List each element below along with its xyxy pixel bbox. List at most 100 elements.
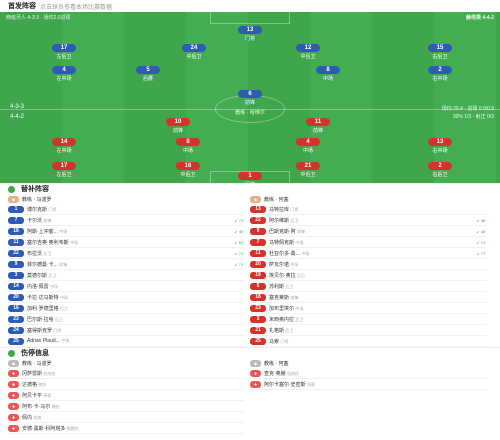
injury-item[interactable]: ✚ 佩内 伤病 <box>8 412 244 423</box>
list-item[interactable]: 3 莫德尔斯 后卫 <box>8 270 244 281</box>
player-position: 中场 <box>70 239 79 245</box>
player-name-text: 阿斯·上冲客... <box>27 228 58 235</box>
list-item[interactable]: 25 马索 门将 <box>250 336 486 347</box>
home-team-info: 西班牙人 4-3-3 · 场均2.0进球 <box>6 15 71 21</box>
player-name: 阿贝卡平 停赛 <box>22 392 244 399</box>
pitch.red-player[interactable]: 21 中后卫 <box>280 162 336 178</box>
injury-item[interactable]: ✚ 阿贝卡平 停赛 <box>8 390 244 401</box>
player-position: 前锋 <box>290 294 299 300</box>
bench-right-coach-name: 教练 · 何塞 <box>264 196 289 203</box>
list-item[interactable]: 7 卡尔沃 前锋 ↙ 71' <box>8 215 244 226</box>
injury-section-header: 伤停信息 <box>0 347 500 358</box>
shirt-number: 16 <box>8 304 24 312</box>
pitch.blue-player[interactable]: 15 右后卫 <box>412 44 468 60</box>
bench-section-header: 替补阵容 <box>0 183 500 194</box>
shirt-number: 8 <box>316 66 340 74</box>
list-item[interactable]: 23 巴尔斯·拉哈 后卫 <box>8 314 244 325</box>
player-name-text: 查克·奥赫 <box>264 370 286 377</box>
pitch.blue-player[interactable]: 5 后腰 <box>120 66 176 82</box>
list-item[interactable]: 3 米西奥内拉 后卫 <box>250 314 486 325</box>
injury-reason: 肌肉伤 <box>287 370 300 376</box>
player-position: 后卫 <box>295 316 304 322</box>
list-item[interactable]: 13 马特拉库 门将 <box>250 204 486 215</box>
bench-left: ◆ 教练 · 马诺罗 1 博尔克斯 门将 7 卡尔沃 前锋 ↙ 71' 18 阿斯·上冲客.… <box>8 194 250 347</box>
pitch-team-bar: 西班牙人 4-3-3 · 场均2.0进球 赫塔费 4-4-2 <box>0 14 500 21</box>
shirt-number: 1 <box>238 172 262 180</box>
pitch.red-player[interactable]: 11 前锋 <box>290 118 346 134</box>
list-item[interactable]: 18 塞克莱斯 前锋 <box>250 292 486 303</box>
pitch.red-player[interactable]: 8 中场 <box>160 138 216 154</box>
injury-item[interactable]: ✚ 冈萨雷斯 肌肉伤 <box>8 368 244 379</box>
injury-right-coach-name: 教练 · 何塞 <box>264 360 289 367</box>
list-item[interactable]: 20 卡拉·达马斯特 中场 <box>8 292 244 303</box>
player-name: 萨瓦尔诺 中场 <box>269 261 483 268</box>
injury-reason: 停赛 <box>43 392 52 398</box>
player-name-text: 苏利斯 <box>269 283 285 290</box>
pitch.red-player[interactable]: 4 中场 <box>280 138 336 154</box>
pitch.blue-player[interactable]: 13 门将 <box>222 26 278 42</box>
list-item[interactable]: 19 埃贝尔·奥拉 后卫 <box>250 270 486 281</box>
pitch.red-player[interactable]: 16 中后卫 <box>160 162 216 178</box>
player-name-text: 加布里埃尔 <box>269 305 295 312</box>
injury-item[interactable]: ✚ 查克·奥赫 肌肉伤 <box>250 368 486 379</box>
list-item[interactable]: 7 马特佩克斯 中场 ↙ 71' <box>250 237 486 248</box>
list-item[interactable]: 16 加利·罗德里格 后卫 <box>8 303 244 314</box>
list-item[interactable]: 25 Adrian Plaud... 中场 <box>8 336 244 347</box>
list-item[interactable]: 11 塞尔吉奥·奥利韦斯 中场 ↙ 61' <box>8 237 244 248</box>
substitution-tag: ↙ 71' <box>476 239 486 245</box>
pitch.red-player[interactable]: 2 右后卫 <box>412 162 468 178</box>
bench-right-coach[interactable]: ◆ 教练 · 何塞 <box>250 194 486 204</box>
player-position: 中场 <box>61 338 70 343</box>
player-name-text: 塞尔吉奥·奥利韦斯 <box>27 239 69 246</box>
list-item[interactable]: 18 阿斯·上冲客... 中场 ↙ 46' <box>8 226 244 237</box>
list-item[interactable]: 9 菲尔德曼·卡... 前锋 ↙ 71' <box>8 259 244 270</box>
player-name-text: 冈萨雷斯 <box>22 370 43 377</box>
list-item[interactable]: 1 博尔克斯 门将 <box>8 204 244 215</box>
player-position: 前锋 <box>297 228 306 234</box>
list-item[interactable]: 22 阿尔维斯 后卫 ↙ 46' <box>250 215 486 226</box>
injury-item[interactable]: ✚ 阿布·卡·马尔 膝伤 <box>8 401 244 412</box>
list-item[interactable]: 5 苏利斯 后卫 <box>250 281 486 292</box>
bench-left-coach[interactable]: ◆ 教练 · 马诺罗 <box>8 194 244 204</box>
player-name: 左中场 <box>56 148 72 154</box>
player-position: 前锋 <box>59 261 68 267</box>
player-name: 卡拉·达马斯特 中场 <box>27 294 241 301</box>
list-item[interactable]: 23 加布里埃尔 中场 <box>250 303 486 314</box>
player-position: 后卫 <box>285 327 294 333</box>
shirt-number: 3 <box>250 315 266 323</box>
player-position: 中场 <box>295 305 304 311</box>
pitch.blue-player[interactable]: 8 中场 <box>300 66 356 82</box>
pitch.blue-player[interactable]: 2 右中场 <box>412 66 468 82</box>
list-item[interactable]: 20 萨瓦尔诺 中场 <box>250 259 486 270</box>
pitch.red-player[interactable]: 17 左后卫 <box>36 162 92 178</box>
list-item[interactable]: 21 扎格斯 后卫 <box>250 325 486 336</box>
list-item[interactable]: 24 塞得斯克罗 门将 <box>8 325 244 336</box>
list-item[interactable]: 9 巴斯克斯·阿 前锋 ↙ 46' <box>250 226 486 237</box>
list-item[interactable]: 22 布拉沃 后卫 ↙ 71' <box>8 248 244 259</box>
pitch.blue-player[interactable]: 24 中后卫 <box>166 44 222 60</box>
injury-reason: 膝伤 <box>38 381 47 387</box>
pitch.blue-player[interactable]: 6 前锋 <box>222 90 278 106</box>
list-item[interactable]: 11 杜亚尔多·桑... 中场 ↙ 77' <box>250 248 486 259</box>
list-item[interactable]: 14 内洛·佩雷 中场 <box>8 281 244 292</box>
player-name: 杜亚尔多·桑... 中场 <box>269 250 473 257</box>
player-name-text: 阿贝卡平 <box>22 392 43 399</box>
injury-left: ◆ 教练 · 马诺罗 ✚ 冈萨雷斯 肌肉伤 ✚ 达德格 膝伤 ✚ 阿贝卡平 停赛 ✚ 阿布·卡… <box>8 358 250 434</box>
player-name-text: 菲尔德曼·卡... <box>27 261 58 268</box>
shirt-number: 11 <box>8 238 24 246</box>
pitch.red-player[interactable]: 1门将 <box>222 172 278 183</box>
player-position: 前锋 <box>43 217 52 223</box>
player-name: 冈萨雷斯 肌肉伤 <box>22 370 244 377</box>
injury-item[interactable]: ✚ 达德格 膝伤 <box>8 379 244 390</box>
injury-item[interactable]: ✚ 安德·黑斯·科阿塔多 脚踝伤 <box>8 423 244 434</box>
player-name: 米西奥内拉 后卫 <box>269 316 483 323</box>
injury-item[interactable]: ✚ 阿尔卡塞尔·史密斯 停赛 <box>250 379 486 390</box>
away-formation: 4-4-2 <box>10 114 25 120</box>
pitch.blue-player[interactable]: 17 左后卫 <box>36 44 92 60</box>
injury-cross-icon: ✚ <box>250 380 261 388</box>
pitch.red-player[interactable]: 10 前锋 <box>150 118 206 134</box>
pitch.red-player[interactable]: 14 左中场 <box>36 138 92 154</box>
pitch.blue-player[interactable]: 12 中后卫 <box>280 44 336 60</box>
pitch.red-player[interactable]: 13 右中场 <box>412 138 468 154</box>
pitch.blue-player[interactable]: 4 左中场 <box>36 66 92 82</box>
